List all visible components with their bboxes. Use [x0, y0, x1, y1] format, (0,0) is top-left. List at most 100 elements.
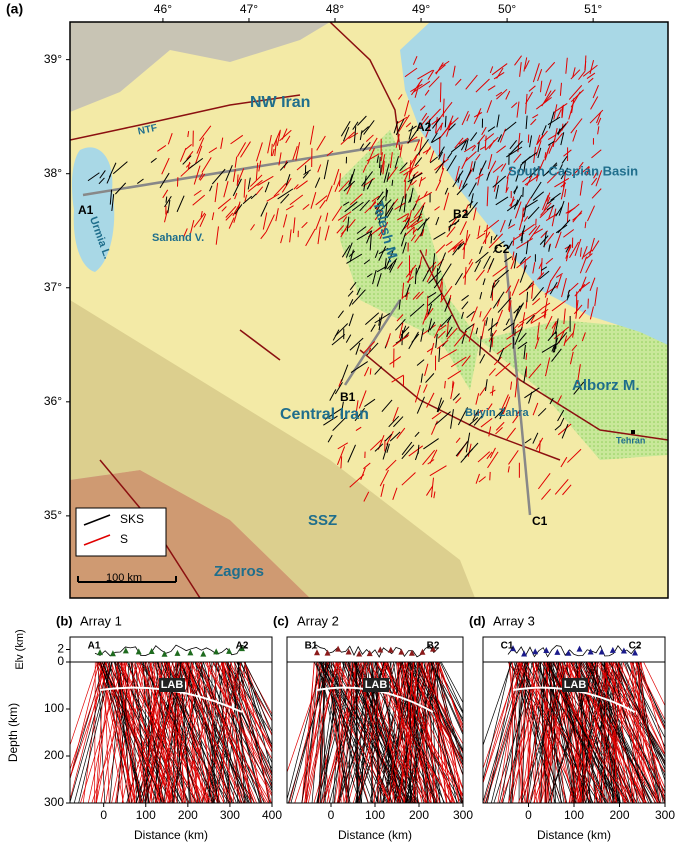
splitting-bar	[541, 195, 549, 211]
splitting-bar	[242, 195, 253, 205]
splitting-bar	[422, 267, 431, 282]
splitting-bar	[548, 111, 555, 129]
splitting-bar	[513, 153, 522, 163]
splitting-bar	[532, 191, 545, 201]
splitting-bar	[340, 401, 344, 416]
splitting-bar	[443, 192, 450, 211]
splitting-bar	[435, 117, 438, 134]
splitting-bar	[433, 279, 442, 289]
splitting-bar	[428, 270, 442, 284]
splitting-bar	[411, 179, 417, 186]
ray-path	[429, 662, 463, 720]
splitting-bar	[329, 389, 337, 401]
ray-path	[440, 662, 463, 704]
x-tick-label: 0	[525, 808, 532, 822]
splitting-bar	[468, 201, 474, 207]
profile-end: A2	[416, 120, 432, 134]
splitting-bar	[586, 253, 593, 259]
splitting-bar	[532, 63, 540, 83]
splitting-bar	[425, 125, 431, 138]
station	[174, 649, 181, 656]
splitting-bar	[366, 153, 380, 162]
splitting-bar	[426, 265, 437, 283]
splitting-bar	[528, 167, 539, 179]
splitting-bar	[409, 155, 418, 175]
x-tick-label: 100	[365, 808, 385, 822]
splitting-bar	[489, 389, 496, 394]
splitting-bar	[461, 110, 469, 126]
splitting-bar	[333, 168, 340, 186]
splitting-bar	[569, 241, 579, 258]
station	[543, 647, 550, 654]
place-label: Buyin Zahra	[465, 407, 529, 419]
splitting-bar	[466, 202, 478, 217]
station	[109, 650, 116, 657]
ray-path	[398, 662, 463, 766]
x-tick-label: 100	[564, 808, 584, 822]
ray-path	[287, 662, 325, 774]
splitting-bar	[524, 438, 532, 444]
splitting-bar	[539, 80, 543, 93]
splitting-bar	[505, 90, 511, 100]
splitting-bar	[201, 157, 212, 173]
splitting-bar	[493, 72, 505, 80]
ray-path	[337, 662, 348, 803]
splitting-bar	[591, 188, 602, 199]
splitting-bar	[396, 314, 404, 322]
splitting-bar	[266, 193, 280, 202]
splitting-bar	[356, 230, 372, 241]
splitting-bar	[514, 377, 518, 398]
ray-path	[599, 662, 658, 803]
ray-path	[512, 662, 540, 803]
splitting-bar	[376, 191, 384, 201]
splitting-bar	[559, 82, 562, 96]
y-tick-label: 35°	[44, 508, 62, 522]
splitting-bar	[376, 273, 382, 287]
splitting-bar	[461, 355, 471, 367]
splitting-bar	[417, 69, 433, 80]
ray-path	[398, 662, 432, 803]
panel-title: Array 3	[493, 613, 535, 628]
splitting-bar	[591, 177, 598, 186]
splitting-bar	[355, 342, 361, 355]
splitting-bar	[523, 204, 527, 218]
splitting-bar	[424, 307, 434, 321]
splitting-bar	[518, 213, 525, 231]
splitting-bar	[540, 258, 543, 276]
annotation: LAB	[365, 679, 388, 691]
ray-path	[401, 662, 435, 803]
station	[226, 647, 233, 654]
x-tick-label: 300	[453, 808, 473, 822]
splitting-bar	[389, 152, 393, 169]
y-tick-label: 38°	[44, 166, 62, 180]
splitting-bar	[462, 169, 472, 188]
splitting-bar	[537, 68, 543, 82]
splitting-bar	[399, 166, 411, 174]
x-tick-label: 0	[100, 808, 107, 822]
splitting-bar	[567, 448, 582, 463]
ray-path	[552, 662, 556, 803]
splitting-bar	[516, 101, 520, 118]
splitting-bar	[167, 199, 171, 214]
splitting-bar	[574, 238, 582, 256]
ray-path	[101, 662, 163, 803]
splitting-bar	[376, 266, 387, 273]
splitting-bar	[473, 207, 477, 221]
splitting-bar	[309, 125, 315, 145]
ray-path	[171, 662, 204, 803]
ray-path	[145, 662, 154, 803]
splitting-bar	[478, 476, 486, 483]
splitting-bar	[430, 420, 438, 435]
splitting-bar	[363, 259, 371, 265]
splitting-bar	[541, 488, 551, 500]
splitting-bar	[435, 411, 451, 426]
splitting-bar	[280, 193, 290, 204]
splitting-bar	[408, 125, 417, 132]
splitting-bar	[539, 270, 550, 280]
station	[187, 649, 194, 656]
map-frame	[69, 21, 669, 599]
splitting-bar	[418, 115, 430, 129]
ray-path	[143, 662, 211, 803]
ray-path	[301, 662, 324, 803]
